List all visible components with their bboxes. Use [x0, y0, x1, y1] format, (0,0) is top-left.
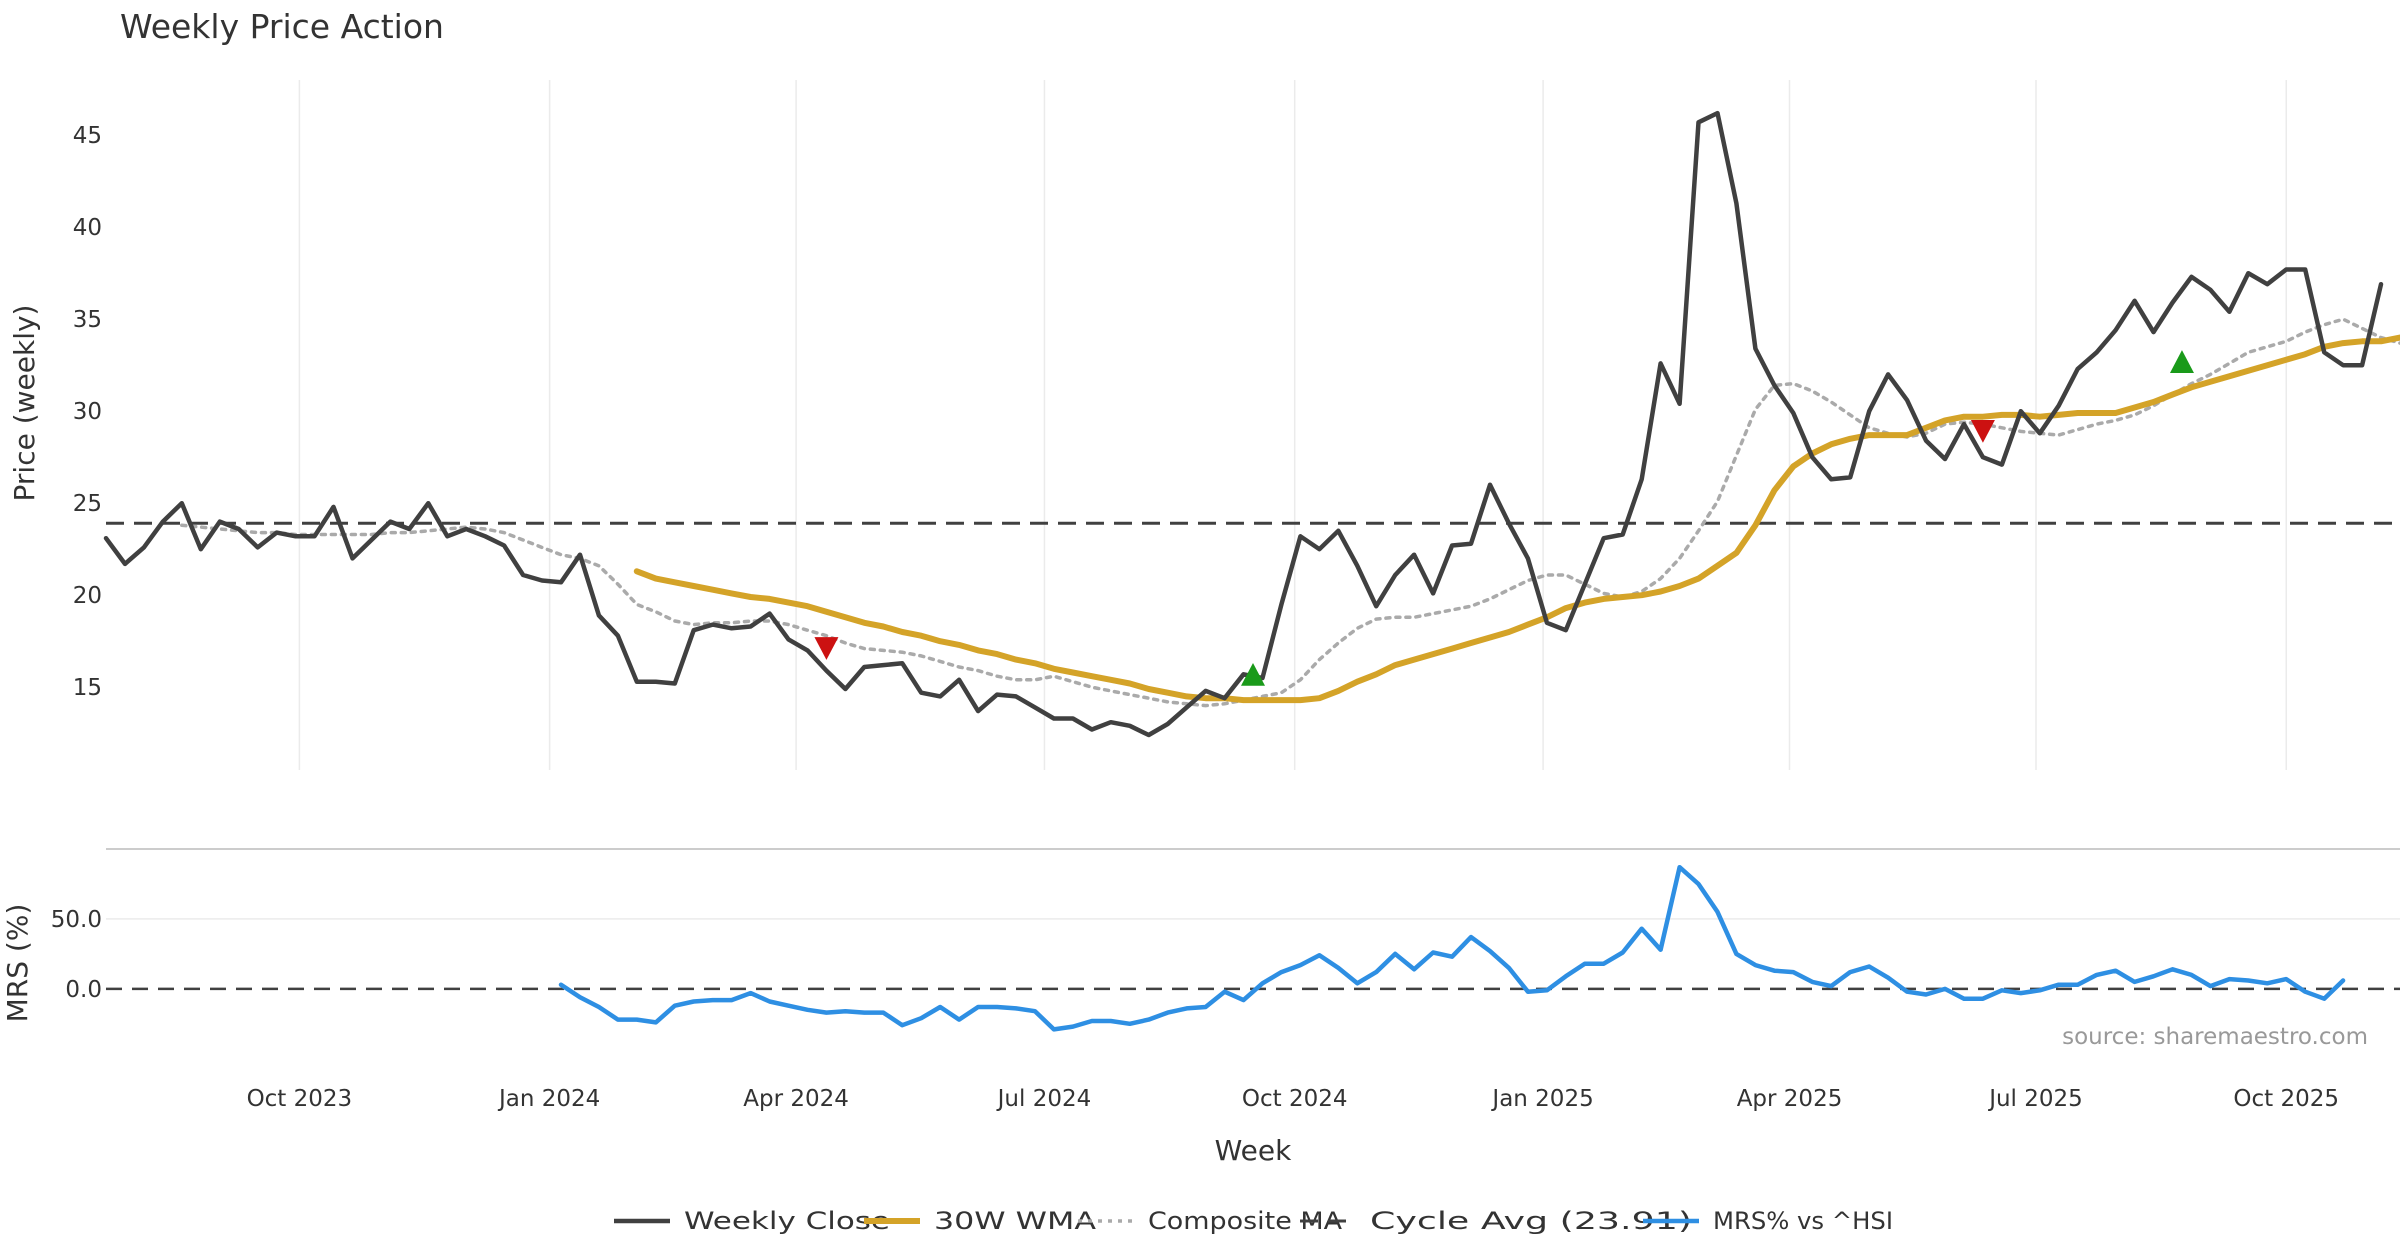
price-y-tick-label: 15	[73, 675, 102, 701]
series-lines	[103, 110, 2400, 1032]
chart-title: Weekly Price Action	[120, 7, 444, 46]
buy-signal-marker	[1241, 662, 1265, 686]
x-tick-label: Jul 2025	[1987, 1086, 2083, 1112]
mrs-line	[558, 864, 2346, 1032]
price-y-axis-label: Price (weekly)	[8, 305, 41, 502]
x-tick-label: Apr 2025	[1737, 1086, 1843, 1112]
x-axis-label: Week	[1215, 1134, 1292, 1167]
price-y-tick-label: 30	[73, 399, 102, 425]
price-y-ticks: 15 20 25 30 35 40 45	[73, 123, 102, 701]
x-ticks: Oct 2023 Jan 2024 Apr 2024 Jul 2024 Oct 2024…	[247, 1086, 2339, 1112]
legend-label: Weekly Close	[684, 1207, 890, 1235]
legend-label: Cycle Avg (23.91)	[1370, 1207, 1692, 1235]
price-y-tick-label: 35	[73, 307, 102, 333]
legend: Weekly Close 30W WMA Composite MA Cycle Avg…	[614, 1207, 1893, 1235]
x-tick-label: Jan 2024	[497, 1086, 600, 1112]
x-tick-label: Oct 2025	[2233, 1086, 2339, 1112]
price-y-tick-label: 25	[73, 491, 102, 517]
mrs-y-tick-label: 0.0	[65, 977, 102, 1003]
x-tick-label: Oct 2023	[247, 1086, 353, 1112]
x-tick-label: Jan 2025	[1490, 1086, 1593, 1112]
buy-signal-marker	[2169, 350, 2194, 373]
x-tick-label: Apr 2024	[743, 1086, 849, 1112]
wma-30w-line	[633, 334, 2400, 704]
sell-signal-marker	[814, 637, 839, 660]
mrs-y-axis-label: MRS (%)	[1, 904, 34, 1023]
legend-label: 30W WMA	[934, 1207, 1097, 1235]
price-gridlines	[298, 80, 2287, 770]
x-tick-label: Jul 2024	[996, 1086, 1092, 1112]
signal-markers	[814, 350, 2194, 686]
weekly-close-line	[103, 110, 2384, 738]
price-y-tick-label: 40	[73, 215, 102, 241]
sell-signal-marker	[1970, 420, 1995, 443]
mrs-y-tick-label: 50.0	[51, 907, 102, 933]
price-y-tick-label: 45	[73, 123, 102, 149]
legend-label: MRS% vs ^HSI	[1713, 1207, 1893, 1235]
mrs-y-ticks: 0.0 50.0	[51, 907, 102, 1003]
price-y-tick-label: 20	[73, 583, 102, 609]
source-label: source: sharemaestro.com	[2062, 1024, 2368, 1050]
composite-ma-line	[180, 317, 2400, 708]
x-tick-label: Oct 2024	[1242, 1086, 1348, 1112]
